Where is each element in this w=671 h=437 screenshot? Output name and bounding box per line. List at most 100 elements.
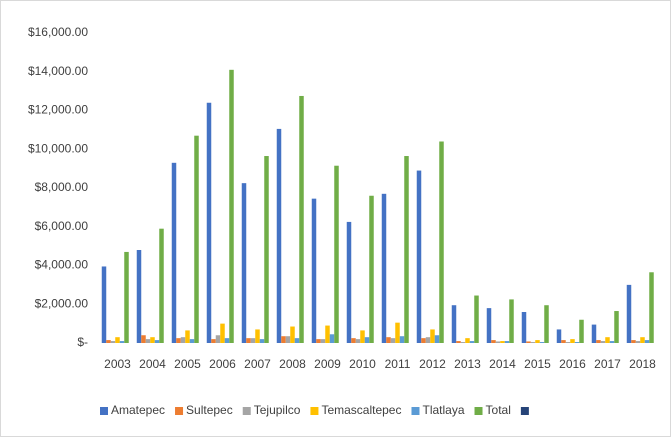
bar (509, 299, 514, 343)
bar (526, 341, 531, 343)
legend-swatch (474, 407, 483, 415)
bar (631, 340, 636, 343)
bar (145, 339, 151, 343)
bar (154, 340, 160, 343)
bar (416, 170, 422, 343)
x-tick-label: 2017 (594, 357, 621, 371)
bar (194, 135, 199, 343)
bar (404, 156, 409, 343)
bar (386, 337, 391, 343)
y-tick-label: $4,000.00 (35, 258, 89, 272)
bar (469, 341, 475, 343)
bar (430, 329, 435, 343)
bar (614, 311, 619, 343)
bar (530, 342, 536, 343)
bar (220, 323, 225, 343)
bar (381, 193, 387, 343)
legend-label: Amatepec (111, 403, 165, 417)
bar (565, 342, 571, 343)
y-tick-label: $10,000.00 (28, 141, 88, 155)
bar (421, 338, 426, 343)
bar (609, 341, 615, 343)
bar (460, 342, 466, 343)
x-tick-label: 2013 (454, 357, 481, 371)
y-tick-label: $- (77, 335, 88, 349)
bar (500, 341, 505, 343)
bar (579, 319, 584, 343)
bar (474, 295, 479, 343)
bar (106, 340, 111, 343)
bar (325, 325, 330, 343)
bar (150, 337, 155, 343)
bar (425, 337, 431, 343)
legend-swatch (100, 407, 108, 415)
bar (369, 195, 374, 343)
bar (101, 266, 107, 343)
legend-swatch (175, 407, 184, 415)
x-tick-label: 2015 (524, 357, 551, 371)
bar (465, 338, 470, 343)
bar (285, 336, 291, 343)
bar (320, 339, 326, 343)
y-tick-label: $14,000.00 (28, 64, 88, 78)
bar (605, 337, 610, 343)
bar (281, 336, 286, 343)
bar (451, 305, 457, 343)
bar (299, 95, 304, 343)
bar (110, 341, 116, 343)
bar (259, 339, 265, 343)
bar (264, 156, 269, 343)
legend-swatch (242, 407, 251, 415)
bar (224, 338, 230, 343)
bar (136, 250, 142, 343)
x-tick-label: 2004 (139, 357, 166, 371)
x-tick-label: 2010 (349, 357, 376, 371)
bar (124, 251, 129, 343)
bar (115, 337, 120, 343)
x-tick-label: 2014 (489, 357, 516, 371)
bar (439, 141, 444, 343)
bar (294, 338, 300, 343)
bar (141, 335, 146, 343)
bar (544, 305, 549, 343)
bar (276, 128, 282, 343)
bar (180, 337, 186, 343)
bar (626, 284, 632, 343)
bar (364, 337, 370, 343)
bar (395, 322, 400, 343)
bar (644, 340, 650, 343)
bar (316, 339, 321, 343)
y-tick-label: $2,000.00 (35, 296, 89, 310)
bar (189, 339, 195, 343)
bar (434, 335, 440, 343)
y-tick-label: $16,000.00 (28, 25, 88, 39)
x-tick-label: 2003 (104, 357, 131, 371)
bar (229, 69, 234, 343)
x-tick-label: 2018 (629, 357, 656, 371)
legend-swatch (520, 407, 529, 415)
bar (486, 308, 492, 343)
bar (329, 334, 335, 343)
bar (185, 330, 190, 343)
x-tick-label: 2008 (279, 357, 306, 371)
y-tick-label: $8,000.00 (35, 180, 89, 194)
bar (591, 324, 597, 343)
bar (635, 341, 641, 343)
x-tick-label: 2005 (174, 357, 201, 371)
y-tick-label: $12,000.00 (28, 103, 88, 117)
bar (346, 221, 352, 343)
bar (250, 338, 256, 343)
legend-label: Tejupilco (254, 403, 301, 417)
bar (556, 329, 562, 343)
bar (355, 339, 361, 343)
bar (649, 272, 654, 343)
legend-label: Tlatlaya (422, 403, 464, 417)
x-tick-label: 2016 (559, 357, 586, 371)
bar (495, 341, 501, 343)
bar (360, 330, 365, 343)
bar (491, 340, 496, 343)
bar (390, 338, 396, 343)
bar (211, 339, 216, 343)
bar (456, 341, 461, 343)
